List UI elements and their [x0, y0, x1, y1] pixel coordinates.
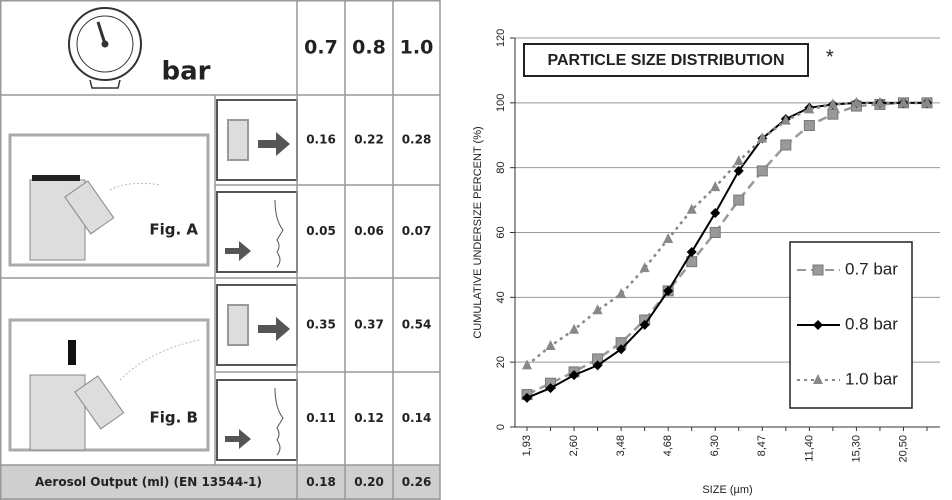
x-tick-label: 15,30 [850, 435, 862, 463]
legend-marker [813, 374, 823, 384]
title-box [523, 43, 809, 77]
y-tick-label: 20 [495, 356, 507, 368]
marker [592, 360, 603, 371]
legend-label: 1.0 bar [845, 369, 898, 388]
value-cell: 0.12 [354, 411, 384, 425]
x-tick-label: 1,93 [521, 435, 533, 456]
marker [827, 108, 839, 120]
footer-value: 0.18 [306, 475, 336, 489]
marker [733, 194, 745, 206]
value-cell: 0.14 [402, 411, 432, 425]
y-axis-title: CUMULATIVE UNDERSIZE PERCENT (%) [472, 126, 484, 338]
y-tick-label: 0 [495, 424, 507, 430]
value-cell: 0.06 [354, 224, 384, 238]
value-cell: 0.28 [402, 133, 432, 147]
marker [616, 344, 627, 355]
x-tick-label: 20,50 [897, 435, 909, 463]
value-cell: 0.07 [402, 224, 432, 238]
legend-label: 0.8 bar [845, 314, 898, 333]
legend-marker [812, 264, 824, 276]
marker [545, 339, 556, 350]
value-cell: 0.54 [402, 318, 432, 332]
marker [686, 246, 697, 257]
marker [851, 96, 862, 107]
marker [592, 304, 603, 315]
marker [545, 383, 556, 394]
legend-label: 0.7 bar [845, 259, 898, 278]
x-tick-label: 8,47 [756, 435, 768, 456]
y-tick-label: 120 [495, 29, 507, 47]
marker [522, 359, 532, 370]
marker [686, 203, 697, 214]
marker [569, 323, 580, 334]
annotation: * [826, 46, 834, 68]
value-cell: 0.35 [306, 318, 336, 332]
marker [710, 181, 721, 192]
marker [780, 139, 792, 151]
marker [709, 227, 721, 238]
marker [922, 96, 932, 107]
y-tick-label: 40 [495, 291, 507, 303]
marker [804, 103, 815, 114]
x-tick-label: 6,30 [709, 435, 721, 456]
value-cell: 0.11 [306, 411, 336, 425]
x-tick-label: 4,68 [662, 435, 674, 456]
gauge-icon [68, 7, 142, 89]
marker [803, 120, 815, 132]
marker [733, 165, 744, 176]
marker [616, 288, 627, 299]
marker [756, 165, 768, 177]
marker [710, 208, 721, 219]
footer-value: 0.26 [402, 475, 432, 489]
column-header: 0.7 [304, 37, 338, 59]
column-header: 0.8 [352, 37, 386, 59]
marker [733, 155, 744, 166]
x-tick-label: 2,60 [568, 435, 580, 456]
icon-cells [216, 99, 298, 461]
y-tick-label: 60 [495, 226, 507, 238]
marker [522, 392, 532, 403]
footer-value: 0.20 [354, 475, 384, 489]
figure-b-sketch [8, 318, 210, 452]
footer-label: Aerosol Output (ml) (EN 13544-1) [35, 475, 262, 489]
chart-title: PARTICLE SIZE DISTRIBUTION [547, 52, 784, 69]
x-axis-title: SIZE (µm) [702, 484, 752, 496]
marker [639, 319, 650, 330]
marker [898, 96, 909, 107]
x-tick-label: 3,48 [615, 435, 627, 456]
y-tick-label: 80 [495, 162, 507, 174]
unit-label: bar [162, 57, 211, 87]
value-cell: 0.22 [354, 133, 384, 147]
x-tick-label: 11,40 [803, 435, 815, 462]
marker [874, 96, 885, 107]
legend-marker [813, 320, 823, 330]
footer-bg [0, 465, 440, 500]
figure-label: Fig. A [149, 221, 198, 239]
column-header: 1.0 [400, 37, 434, 59]
marker [663, 285, 674, 296]
marker [663, 232, 674, 243]
value-cell: 0.16 [306, 133, 336, 147]
marker [827, 98, 838, 109]
value-cell: 0.05 [306, 224, 336, 238]
marker [639, 262, 650, 273]
figure-a-sketch [8, 133, 210, 267]
marker [780, 114, 791, 125]
marker [757, 132, 768, 143]
marker [569, 370, 580, 381]
figure-label: Fig. B [150, 409, 198, 427]
y-tick-label: 100 [495, 94, 507, 112]
value-cell: 0.37 [354, 318, 384, 332]
